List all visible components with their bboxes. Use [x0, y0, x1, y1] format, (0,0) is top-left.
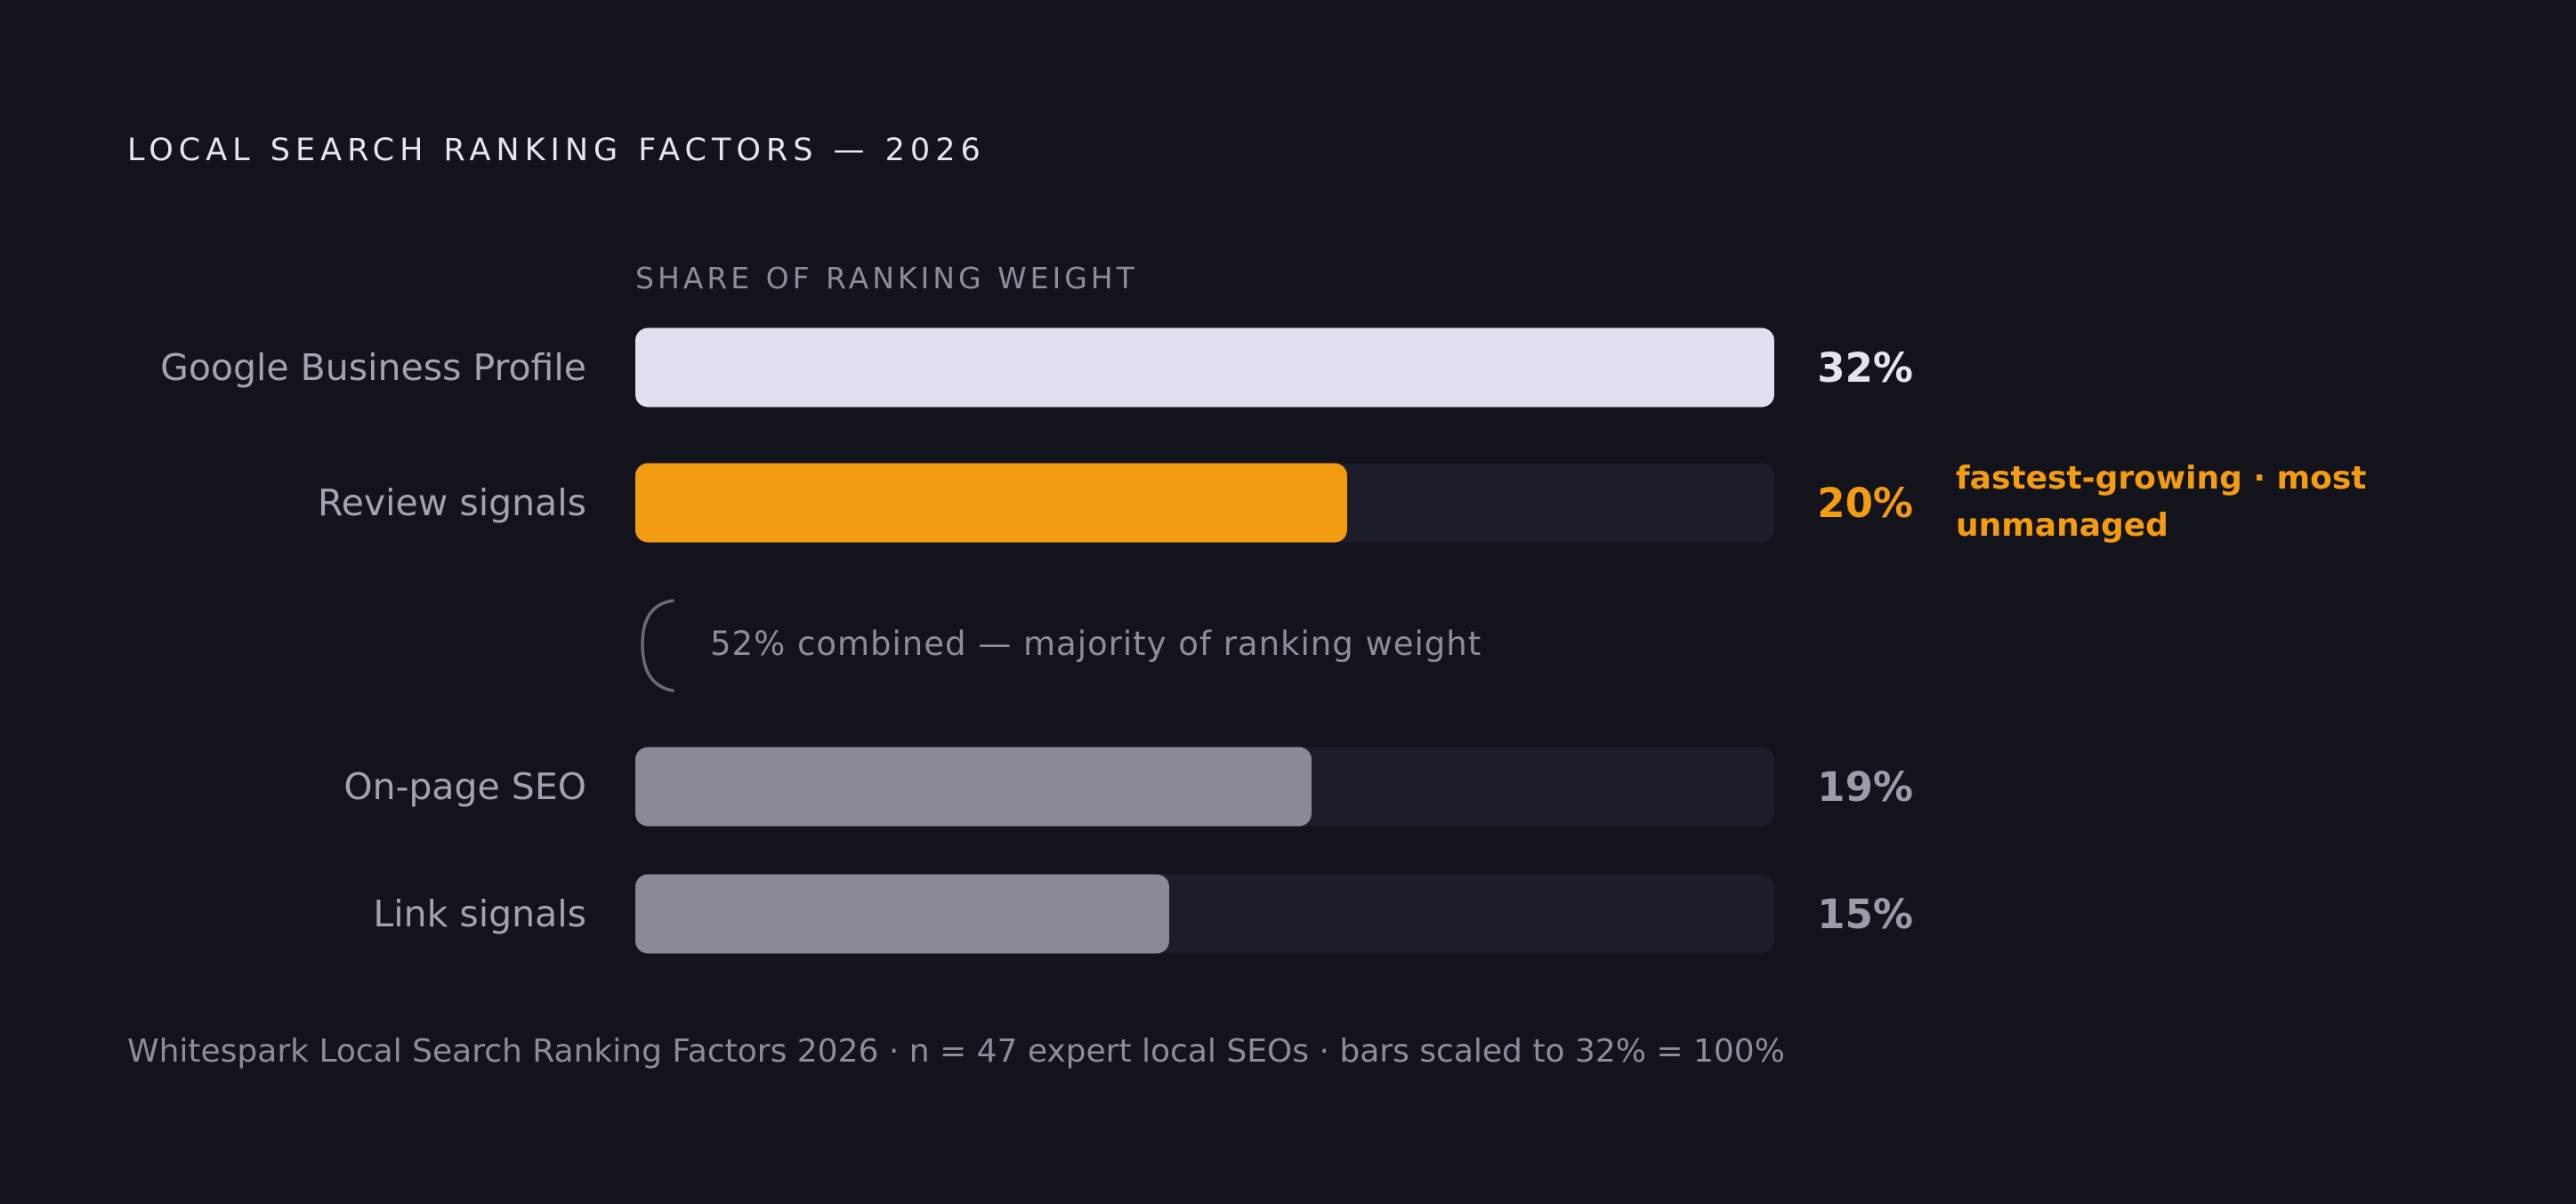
bar: [635, 874, 1169, 954]
value-label: 19%: [1817, 764, 1913, 811]
category-label: Google Business Profile: [160, 346, 586, 389]
category-label: On-page SEO: [343, 765, 586, 808]
bar: [635, 327, 1774, 408]
footnote: Whitespark Local Search Ranking Factors …: [127, 1033, 1785, 1070]
value-label: 20%: [1817, 480, 1913, 527]
combined-note: 52% combined — majority of ranking weigh…: [710, 625, 1482, 663]
category-label: Review signals: [318, 481, 586, 524]
chart-title: LOCAL SEARCH RANKING FACTORS — 2026: [127, 133, 986, 168]
highlight-annotation: fastest-growing · most unmanaged: [1956, 460, 2378, 544]
bar: [635, 747, 1312, 827]
bracket-mark: [641, 599, 674, 692]
value-label: 15%: [1817, 891, 1913, 938]
value-label: 32%: [1817, 344, 1913, 392]
highlight-annotation-line-2: unmanaged: [1956, 507, 2168, 544]
category-label: Link signals: [373, 893, 586, 935]
bars-group: Google Business Profile 32% Review signals…: [160, 327, 1913, 954]
bar: [635, 463, 1347, 543]
combined-bracket: 52% combined — majority of ranking weigh…: [641, 599, 1482, 692]
chart-subtitle: SHARE OF RANKING WEIGHT: [635, 261, 1138, 295]
highlight-annotation-line-1: fastest-growing · most: [1956, 460, 2366, 497]
